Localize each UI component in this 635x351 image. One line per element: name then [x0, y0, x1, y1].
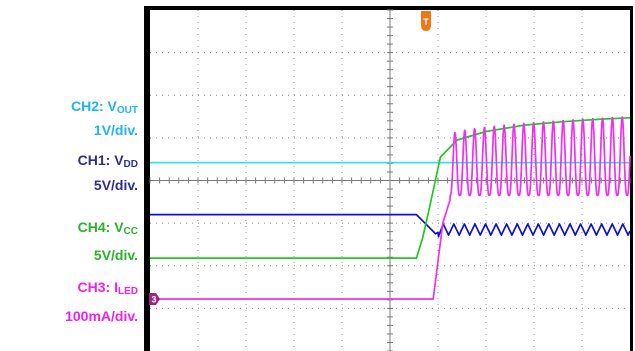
legend-ch1-title: CH1: VDD — [77, 152, 138, 170]
legend-ch4-scale: 5V/div. — [93, 247, 138, 263]
legend-ch3-scale: 100mA/div. — [65, 308, 138, 324]
trace-ch4 — [150, 116, 631, 259]
graticule — [149, 9, 631, 351]
ch3-ground-marker-shape — [149, 292, 160, 305]
trigger-marker-shape — [421, 11, 431, 31]
trigger-marker: T — [421, 11, 431, 31]
legend-ch1-scale: 5V/div. — [93, 177, 138, 193]
waveform-traces — [149, 116, 631, 300]
trace-ch3 — [149, 116, 631, 300]
legend-ch2-scale: 1V/div. — [93, 122, 138, 138]
ch3-ground-marker-label: 3 — [151, 294, 156, 304]
ch3-ground-marker: 3 — [149, 292, 160, 305]
channel-legend: CH2: VOUT 1V/div. CH1: VDD 5V/div. CH4: … — [0, 0, 140, 351]
legend-ch2-title: CH2: VOUT — [70, 98, 138, 116]
legend-ch3-title: CH3: ILED — [77, 279, 138, 297]
legend-ch4-title: CH4: VCC — [77, 219, 138, 237]
trigger-marker-label: T — [423, 17, 429, 27]
trace-ch1 — [149, 213, 631, 238]
